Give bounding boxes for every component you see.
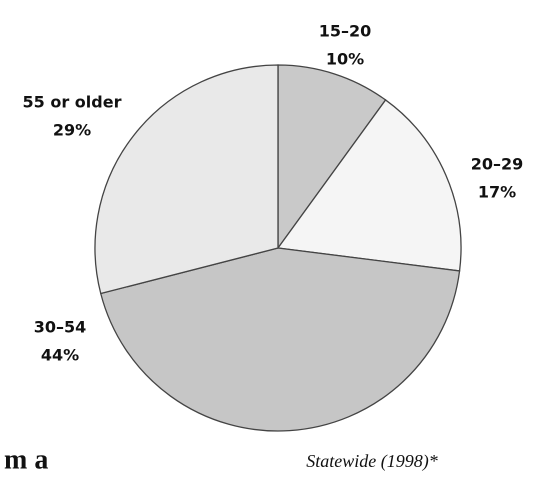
pie-slice: [99, 247, 461, 432]
pie-slice: [94, 64, 279, 295]
slice-label: 15–20: [319, 22, 372, 41]
caption: Statewide (1998)*: [306, 451, 437, 472]
slice-value-label: 29%: [53, 121, 91, 140]
slice-label: 20–29: [471, 155, 524, 174]
slice-value-label: 17%: [478, 183, 516, 202]
slice-value-label: 44%: [41, 346, 79, 365]
slice-label: 30–54: [34, 318, 87, 337]
slice-label: 55 or older: [23, 93, 122, 112]
text-fragment: m a: [4, 444, 48, 475]
pie-slice: [276, 99, 462, 272]
pie-slice: [277, 64, 387, 251]
slice-value-label: 10%: [326, 50, 364, 69]
